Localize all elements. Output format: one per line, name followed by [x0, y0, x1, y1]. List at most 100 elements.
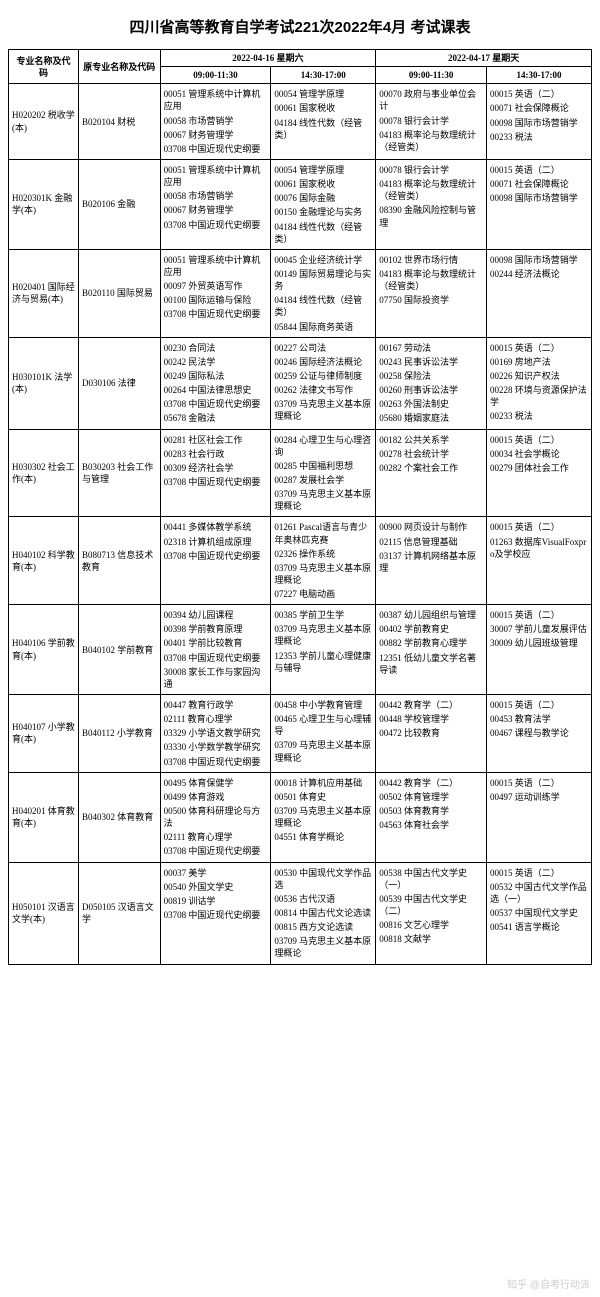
course-entry: 00448 学校管理学 [379, 713, 483, 725]
course-entry: 00037 美学 [164, 867, 268, 879]
table-row: H040201 体育教育(本)B040302 体育教育00495 体育保健学00… [9, 772, 592, 862]
watermark: 知乎 @自考行动派 [507, 1276, 590, 1291]
table-row: H050101 汉语言文学(本)D050105 汉语言文学00037 美学005… [9, 862, 592, 964]
course-entry: 30008 家长工作与家园沟通 [164, 666, 268, 690]
course-entry: 00442 教育学（二） [379, 699, 483, 711]
course-entry: 00441 多媒体教学系统 [164, 521, 268, 533]
course-entry: 00015 英语（二） [490, 342, 588, 354]
slot-cell: 00182 公共关系学00278 社会统计学00282 个案社会工作 [376, 429, 487, 517]
major-cell: H030302 社会工作(本) [9, 429, 79, 517]
course-entry: 05678 金融法 [164, 412, 268, 424]
table-row: H030302 社会工作(本)B030203 社会工作与管理00281 社区社会… [9, 429, 592, 517]
course-entry: 03709 马克思主义基本原理概论 [274, 805, 372, 829]
orig-cell: B040102 学前教育 [78, 605, 160, 695]
course-entry: 00402 学前教育史 [379, 623, 483, 635]
slot-cell: 00442 教育学（二） 00448 学校管理学 00472 比较教育 [376, 695, 487, 773]
slot-cell: 00387 幼儿园组织与管理00402 学前教育史00882 学前教育心理学12… [376, 605, 487, 695]
course-entry: 03330 小学数学教学研究 [164, 741, 268, 753]
page-title: 四川省高等教育自学考试221次2022年4月 考试课表 [8, 16, 592, 37]
course-entry: 00465 心理卫生与心理辅导 [274, 713, 372, 737]
course-entry: 00499 体育游戏 [164, 791, 268, 803]
course-entry: 00472 比较教育 [379, 727, 483, 739]
course-entry: 00818 文献学 [379, 933, 483, 945]
course-entry: 03708 中国近现代史纲要 [164, 756, 268, 768]
orig-cell: B040112 小学教育 [78, 695, 160, 773]
course-entry: 00150 金融理论与实务 [274, 206, 372, 218]
major-cell: H050101 汉语言文学(本) [9, 862, 79, 964]
course-entry: 00015 英语（二） [490, 609, 588, 621]
major-cell: H040107 小学教育(本) [9, 695, 79, 773]
course-entry: 00018 计算机应用基础 [274, 777, 372, 789]
slot-cell: 00015 英语（二）00169 房地产法00226 知识产权法00228 环境… [487, 337, 592, 429]
course-entry: 02115 信息管理基础 [379, 536, 483, 548]
course-entry: 00015 英语（二） [490, 164, 588, 176]
course-entry: 03708 中国近现代史纲要 [164, 308, 268, 320]
course-entry: 00385 学前卫生学 [274, 609, 372, 621]
course-entry: 00015 英语（二） [490, 777, 588, 789]
slot-cell: 00054 管理学原理00061 国家税收04184 线性代数（经管类） [271, 84, 376, 160]
course-entry: 05844 国际商务英语 [274, 321, 372, 333]
course-entry: 00467 课程与教学论 [490, 727, 588, 739]
major-cell: H040201 体育教育(本) [9, 772, 79, 862]
col-orig: 原专业名称及代码 [78, 50, 160, 84]
course-entry: 02318 计算机组成原理 [164, 536, 268, 548]
table-row: H020301K 金融学(本)B020106 金融00051 管理系统中计算机应… [9, 159, 592, 249]
col-slot1: 09:00-11:30 [160, 67, 271, 84]
course-entry: 04184 线性代数（经管类） [274, 221, 372, 245]
slot-cell: 00495 体育保健学00499 体育游戏00500 体育科研理论与方法0211… [160, 772, 271, 862]
orig-cell: B020104 财税 [78, 84, 160, 160]
col-slot4: 14:30-17:00 [487, 67, 592, 84]
slot-cell: 00054 管理学原理00061 国家税收00076 国际金融00150 金融理… [271, 159, 376, 249]
course-entry: 00530 中国现代文学作品选 [274, 867, 372, 891]
course-entry: 00900 网页设计与制作 [379, 521, 483, 533]
course-entry: 00233 税法 [490, 410, 588, 422]
major-cell: H020401 国际经济与贸易(本) [9, 249, 79, 337]
exam-schedule-table: 专业名称及代码 原专业名称及代码 2022-04-16 星期六 2022-04-… [8, 49, 592, 965]
course-entry: 00258 保险法 [379, 370, 483, 382]
course-entry: 00501 体育史 [274, 791, 372, 803]
course-entry: 00242 民法学 [164, 356, 268, 368]
course-entry: 03708 中国近现代史纲要 [164, 909, 268, 921]
course-entry: 00067 财务管理学 [164, 204, 268, 216]
course-entry: 00447 教育行政学 [164, 699, 268, 711]
course-entry: 07750 国际投资学 [379, 294, 483, 306]
slot-cell: 00385 学前卫生学03709 马克思主义基本原理概论12353 学前儿童心理… [271, 605, 376, 695]
course-entry: 00249 国际私法 [164, 370, 268, 382]
course-entry: 00387 幼儿园组织与管理 [379, 609, 483, 621]
course-entry: 00819 训诂学 [164, 895, 268, 907]
course-entry: 00537 中国现代文学史 [490, 907, 588, 919]
slot-cell: 00227 公司法00246 国际经济法概论00259 公证与律师制度00262… [271, 337, 376, 429]
course-entry: 00230 合同法 [164, 342, 268, 354]
slot-cell: 00018 计算机应用基础00501 体育史03709 马克思主义基本原理概论0… [271, 772, 376, 862]
orig-cell: B020110 国际贸易 [78, 249, 160, 337]
course-entry: 00100 国际运输与保险 [164, 294, 268, 306]
course-entry: 00070 政府与事业单位会计 [379, 88, 483, 112]
course-entry: 00285 中国福利思想 [274, 460, 372, 472]
course-entry: 00246 国际经济法概论 [274, 356, 372, 368]
course-entry: 01261 Pascal语言与青少年奥林匹克赛 [274, 521, 372, 545]
course-entry: 00540 外国文学史 [164, 881, 268, 893]
orig-cell: B080713 信息技术教育 [78, 517, 160, 605]
course-entry: 00532 中国古代文学作品选（一） [490, 881, 588, 905]
course-entry: 00071 社会保障概论 [490, 102, 588, 114]
course-entry: 00051 管理系统中计算机应用 [164, 88, 268, 112]
course-entry: 03709 马克思主义基本原理概论 [274, 398, 372, 422]
slot-cell: 00284 心理卫生与心理咨询00285 中国福利思想00287 发展社会学03… [271, 429, 376, 517]
course-entry: 30009 幼儿园班级管理 [490, 637, 588, 649]
slot-cell: 00442 教育学（二）00502 体育管理学00503 体育教育学04563 … [376, 772, 487, 862]
course-entry: 00442 教育学（二） [379, 777, 483, 789]
slot-cell: 00015 英语（二） 00532 中国古代文学作品选（一） 00537 中国现代文… [487, 862, 592, 964]
course-entry: 00243 民事诉讼法学 [379, 356, 483, 368]
slot-cell: 00051 管理系统中计算机应用00058 市场营销学00067 财务管理学03… [160, 84, 271, 160]
table-row: H020401 国际经济与贸易(本)B020110 国际贸易00051 管理系统… [9, 249, 592, 337]
course-entry: 00536 古代汉语 [274, 893, 372, 905]
table-row: H040102 科学教育(本)B080713 信息技术教育00441 多媒体教学… [9, 517, 592, 605]
course-entry: 00015 英语（二） [490, 867, 588, 879]
slot-cell: 00078 银行会计学04183 概率论与数理统计（经管类）08390 金融风险… [376, 159, 487, 249]
course-entry: 00497 运动训练学 [490, 791, 588, 803]
slot-cell: 00167 劳动法00243 民事诉讼法学00258 保险法00260 刑事诉讼… [376, 337, 487, 429]
table-row: H020202 税收学(本)B020104 财税00051 管理系统中计算机应用… [9, 84, 592, 160]
course-entry: 00102 世界市场行情 [379, 254, 483, 266]
course-entry: 00098 国际市场营销学 [490, 192, 588, 204]
course-entry: 00278 社会统计学 [379, 448, 483, 460]
